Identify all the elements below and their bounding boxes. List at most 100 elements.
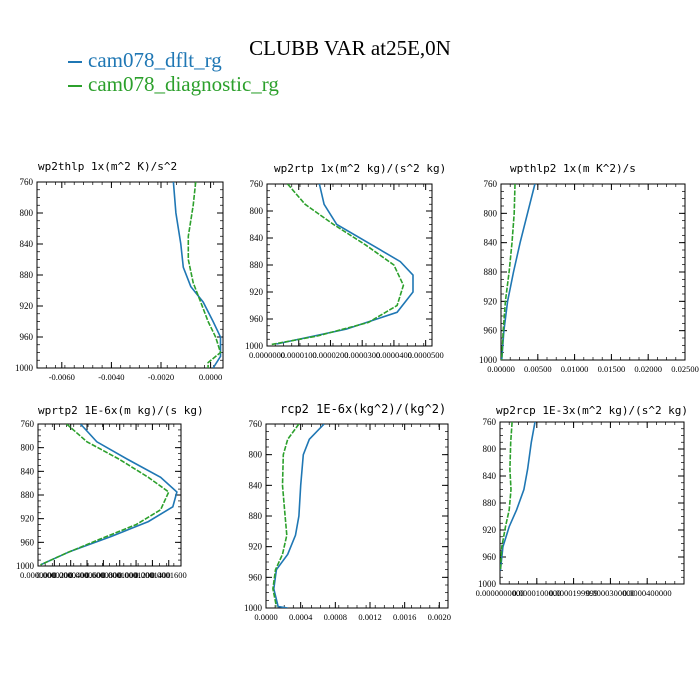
x-tick-label: 0.0001000 bbox=[102, 570, 138, 580]
legend-label-dflt: cam078_dflt_rg bbox=[88, 48, 222, 72]
y-tick-label: 920 bbox=[20, 301, 34, 311]
plot-frame bbox=[499, 421, 685, 585]
x-tick-label: 0.0000600 bbox=[69, 570, 105, 580]
y-tick-label: 840 bbox=[483, 471, 497, 481]
series-line-dflt bbox=[40, 424, 178, 566]
y-tick-label: 1000 bbox=[478, 579, 497, 589]
y-tick-label: 880 bbox=[20, 270, 34, 280]
y-tick-label: 760 bbox=[484, 179, 498, 189]
y-tick-label: 800 bbox=[21, 443, 35, 453]
panel-rcp2: rcp2 1E-6x(kg^2)/(kg^2) 760 800 840 880 920 9… bbox=[232, 400, 468, 630]
panel-title: wp2rtp 1x(m^2 kg)/(s^2 kg) bbox=[274, 162, 447, 175]
x-tick-label: 0.0000300000 bbox=[586, 588, 635, 598]
y-tick-label: 1000 bbox=[244, 603, 263, 613]
y-tick-label: 840 bbox=[21, 466, 35, 476]
x-tick-label: 0.00000 bbox=[487, 364, 515, 374]
legend-swatch-diagnostic bbox=[68, 85, 82, 88]
y-tick-label: 760 bbox=[20, 177, 34, 187]
legend-item-dflt: cam078_dflt_rg bbox=[68, 48, 279, 72]
x-tick-label: 0.0008 bbox=[324, 612, 347, 622]
series-line-diagnostic bbox=[501, 184, 516, 360]
x-tick-label: 0.00500 bbox=[524, 364, 552, 374]
y-tick-label: 1000 bbox=[479, 355, 498, 365]
y-tick-label: 960 bbox=[484, 326, 498, 336]
chart-svg: 760 800 840 880 920 960 10000.00000 0.00500 0.01… bbox=[479, 179, 699, 374]
x-tick-label: 0.0000500 bbox=[408, 350, 444, 360]
y-tick-label: 1000 bbox=[15, 363, 34, 373]
y-tick-label: 800 bbox=[20, 208, 34, 218]
x-tick-label: 0.0001400 bbox=[134, 570, 170, 580]
x-tick-label: 0.01000 bbox=[561, 364, 589, 374]
x-tick-label: 0.0000000 bbox=[249, 350, 285, 360]
chart-svg: 760 800 840 880 920 960 10000.00000000.0000100… bbox=[245, 179, 444, 360]
series-line-dflt bbox=[172, 182, 222, 368]
panel-wp2rcp: wp2rcp 1E-3x(m^2 kg)/(s^2 kg) 760 800 840 8… bbox=[468, 400, 700, 610]
x-tick-label: 0.0000100000 bbox=[512, 588, 561, 598]
y-tick-label: 1000 bbox=[16, 561, 35, 571]
x-tick-label: 0.0000199999 bbox=[549, 588, 598, 598]
x-tick-label: 0.0000400 bbox=[53, 570, 89, 580]
panel-title: rcp2 1E-6x(kg^2)/(kg^2) bbox=[280, 402, 447, 416]
panel-title: wpthlp2 1x(m K^2)/s bbox=[510, 162, 636, 175]
x-tick-label: -0.0040 bbox=[98, 372, 124, 382]
y-tick-label: 960 bbox=[249, 572, 263, 582]
series-line-diagnostic bbox=[40, 424, 170, 566]
chart-svg: 760 800 840 880 920 960 1000 -0.0060 -0.0040 -0.0… bbox=[15, 177, 224, 382]
chart-svg: 760 800 840 880 920 960 10000.00000000.0000200… bbox=[16, 419, 187, 580]
x-tick-label: 0.0000200 bbox=[312, 350, 348, 360]
y-tick-label: 800 bbox=[483, 444, 497, 454]
legend-swatch-dflt bbox=[68, 61, 82, 64]
y-tick-label: 1000 bbox=[245, 341, 264, 351]
panel-wprtp2: wprtp2 1E-6x(m kg)/(s kg) 760 800 840 880 92… bbox=[0, 400, 232, 590]
y-tick-label: 920 bbox=[250, 287, 264, 297]
x-tick-label: 0.0004 bbox=[289, 612, 313, 622]
x-tick-label: -0.0060 bbox=[49, 372, 75, 382]
y-tick-label: 960 bbox=[21, 537, 35, 547]
y-tick-label: 800 bbox=[484, 208, 498, 218]
y-tick-label: 880 bbox=[249, 511, 263, 521]
y-tick-label: 880 bbox=[483, 498, 497, 508]
x-tick-label: 0.0000400 bbox=[376, 350, 412, 360]
x-tick-label: 0.02500 bbox=[671, 364, 699, 374]
x-tick-label: 0.0000400000 bbox=[623, 588, 672, 598]
panel-wp2thlp: wp2thlp 1x(m^2 K)/s^2 760 800 840 880 920 960… bbox=[0, 160, 232, 390]
y-tick-label: 960 bbox=[20, 332, 34, 342]
x-tick-label: 0.0000300 bbox=[344, 350, 380, 360]
y-tick-label: 920 bbox=[484, 296, 498, 306]
panel-title: wp2rcp 1E-3x(m^2 kg)/(s^2 kg) bbox=[496, 404, 689, 417]
legend-label-diagnostic: cam078_diagnostic_rg bbox=[88, 72, 279, 96]
x-tick-label: 0.0000000 bbox=[20, 570, 56, 580]
panel-title: wp2thlp 1x(m^2 K)/s^2 bbox=[38, 160, 178, 173]
x-tick-label: 0.0012 bbox=[358, 612, 381, 622]
x-tick-label: 0.0016 bbox=[393, 612, 416, 622]
y-tick-label: 920 bbox=[483, 525, 497, 535]
series-line-dflt bbox=[272, 424, 325, 608]
x-tick-label: 0.01500 bbox=[598, 364, 626, 374]
x-tick-label: 0.0000100 bbox=[281, 350, 317, 360]
chart-svg: 760 800 840 880 920 960 10000.0000 0.0004 0.0008… bbox=[244, 419, 451, 622]
y-tick-label: 880 bbox=[250, 260, 264, 270]
plot-frame bbox=[265, 423, 449, 609]
y-tick-label: 840 bbox=[20, 239, 34, 249]
x-tick-label: 0.0001200 bbox=[118, 570, 154, 580]
series-line-diagnostic bbox=[272, 424, 300, 607]
y-tick-label: 760 bbox=[21, 419, 35, 429]
panel-wp2rtp: wp2rtp 1x(m^2 kg)/(s^2 kg) 760 800 840 880 9… bbox=[232, 160, 468, 390]
y-tick-label: 880 bbox=[484, 267, 498, 277]
plot-frame bbox=[37, 423, 182, 567]
y-tick-label: 840 bbox=[249, 480, 263, 490]
y-tick-label: 920 bbox=[21, 514, 35, 524]
y-tick-label: 760 bbox=[249, 419, 263, 429]
y-tick-label: 840 bbox=[250, 233, 264, 243]
series-line-diagnostic bbox=[270, 184, 405, 346]
plot-frame bbox=[36, 181, 224, 369]
x-tick-label: 0.02000 bbox=[634, 364, 662, 374]
figure-title: CLUBB VAR at25E,0N bbox=[249, 36, 451, 60]
panel-wpthlp2: wpthlp2 1x(m K^2)/s 760 800 840 880 920 960 10… bbox=[468, 160, 700, 390]
y-tick-label: 960 bbox=[250, 314, 264, 324]
y-tick-label: 760 bbox=[250, 179, 264, 189]
y-tick-label: 800 bbox=[250, 206, 264, 216]
y-tick-label: 920 bbox=[249, 542, 263, 552]
x-tick-label: 0.0000800 bbox=[85, 570, 121, 580]
y-tick-label: 760 bbox=[483, 417, 497, 427]
